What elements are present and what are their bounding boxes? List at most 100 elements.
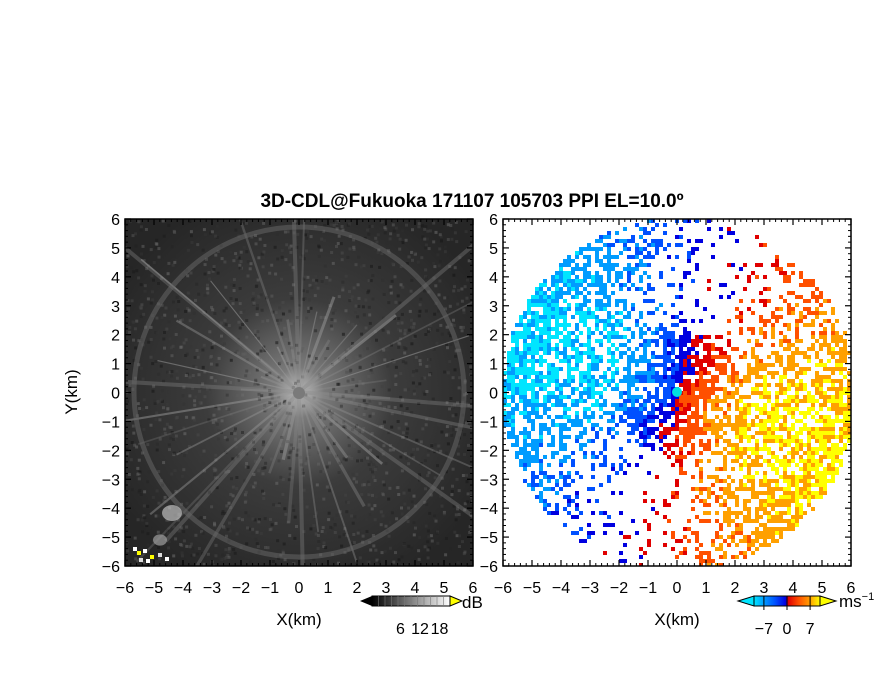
velocity-pixel bbox=[755, 451, 759, 455]
intensity-beam bbox=[125, 245, 301, 394]
speckle-pixel bbox=[425, 237, 429, 241]
velocity-pixel bbox=[715, 535, 719, 539]
velocity-pixel bbox=[695, 423, 699, 427]
velocity-pixel bbox=[703, 403, 707, 407]
velocity-pixel bbox=[775, 267, 779, 271]
speckle-pixel bbox=[404, 347, 408, 351]
velocity-pixel bbox=[635, 243, 639, 247]
velocity-pixel bbox=[699, 339, 703, 343]
velocity-pixel bbox=[707, 227, 711, 231]
velocity-pixel bbox=[815, 471, 819, 475]
speckle-pixel bbox=[226, 527, 230, 531]
velocity-pixel bbox=[547, 371, 551, 375]
velocity-pixel bbox=[611, 463, 615, 467]
velocity-pixel bbox=[607, 339, 611, 343]
velocity-pixel bbox=[643, 231, 647, 235]
velocity-pixel bbox=[527, 431, 531, 435]
velocity-pixel bbox=[707, 511, 711, 515]
velocity-pixel bbox=[775, 439, 779, 443]
speckle-pixel bbox=[396, 294, 400, 298]
velocity-pixel bbox=[559, 431, 563, 435]
speckle-pixel bbox=[264, 546, 267, 549]
velocity-pixel bbox=[715, 427, 719, 431]
velocity-pixel bbox=[751, 331, 755, 335]
speckle-pixel bbox=[139, 228, 143, 232]
velocity-pixel bbox=[711, 491, 715, 495]
velocity-pixel bbox=[527, 319, 531, 323]
velocity-pixel bbox=[595, 379, 599, 383]
speckle-pixel bbox=[356, 531, 360, 535]
velocity-pixel bbox=[647, 283, 651, 287]
velocity-pixel bbox=[547, 323, 551, 327]
speckle-pixel bbox=[214, 234, 218, 238]
speckle-pixel bbox=[295, 316, 299, 319]
velocity-pixel bbox=[799, 443, 803, 447]
speckle-pixel bbox=[169, 436, 173, 440]
velocity-pixel bbox=[703, 307, 707, 311]
velocity-pixel bbox=[835, 403, 839, 407]
velocity-pixel bbox=[571, 339, 575, 343]
velocity-pixel bbox=[667, 359, 671, 363]
velocity-pixel bbox=[735, 375, 739, 379]
velocity-pixel bbox=[563, 339, 567, 343]
speckle-pixel bbox=[292, 231, 296, 235]
speckle-pixel bbox=[400, 229, 404, 233]
velocity-pixel bbox=[663, 231, 667, 235]
speckle-pixel bbox=[402, 466, 405, 470]
speckle-pixel bbox=[329, 324, 333, 328]
velocity-pixel bbox=[627, 407, 631, 411]
speckle-pixel bbox=[185, 483, 189, 487]
speckle-pixel bbox=[232, 283, 236, 287]
velocity-pixel bbox=[567, 287, 571, 291]
velocity-pixel bbox=[587, 407, 591, 411]
speckle-pixel bbox=[243, 493, 247, 497]
speckle-pixel bbox=[234, 437, 238, 441]
velocity-pixel bbox=[627, 535, 631, 539]
velocity-pixel bbox=[635, 399, 639, 403]
speckle-pixel bbox=[200, 313, 204, 317]
speckle-pixel bbox=[417, 559, 421, 563]
velocity-pixel bbox=[795, 503, 799, 507]
speckle-pixel bbox=[427, 400, 431, 403]
speckle-pixel bbox=[147, 470, 151, 474]
speckle-pixel bbox=[223, 512, 227, 515]
speckle-pixel bbox=[411, 381, 415, 385]
speckle-pixel bbox=[299, 463, 303, 467]
velocity-pixel bbox=[787, 431, 791, 435]
velocity-pixel bbox=[591, 283, 595, 287]
speckle-pixel bbox=[280, 378, 284, 382]
velocity-pixel bbox=[703, 415, 707, 419]
velocity-pixel bbox=[519, 411, 523, 415]
speckle-pixel bbox=[264, 530, 268, 534]
velocity-pixel bbox=[699, 375, 703, 379]
speckle-pixel bbox=[245, 462, 249, 465]
velocity-pixel bbox=[707, 359, 711, 363]
velocity-pixel bbox=[599, 375, 603, 379]
velocity-pixel bbox=[547, 463, 551, 467]
velocity-pixel bbox=[571, 295, 575, 299]
velocity-pixel bbox=[811, 507, 815, 511]
velocity-pixel bbox=[815, 371, 819, 375]
speckle-pixel bbox=[346, 255, 350, 259]
velocity-pixel bbox=[555, 347, 559, 351]
speckle-pixel bbox=[127, 473, 131, 476]
velocity-pixel bbox=[735, 275, 739, 279]
velocity-pixel bbox=[639, 407, 643, 411]
speckle-pixel bbox=[229, 358, 233, 362]
speckle-pixel bbox=[224, 450, 228, 454]
velocity-pixel bbox=[803, 411, 807, 415]
velocity-pixel bbox=[707, 563, 711, 566]
velocity-pixel bbox=[715, 439, 719, 443]
velocity-pixel bbox=[547, 287, 551, 291]
velocity-pixel bbox=[667, 443, 671, 447]
velocity-pixel bbox=[823, 439, 827, 443]
velocity-pixel bbox=[835, 467, 839, 471]
speckle-pixel bbox=[464, 230, 468, 234]
speckle-pixel bbox=[201, 365, 205, 369]
velocity-pixel bbox=[555, 287, 559, 291]
velocity-pixel bbox=[691, 475, 695, 479]
velocity-pixel bbox=[555, 319, 559, 323]
speckle-pixel bbox=[401, 360, 405, 364]
speckle-pixel bbox=[141, 377, 145, 381]
speckle-pixel bbox=[417, 402, 421, 405]
